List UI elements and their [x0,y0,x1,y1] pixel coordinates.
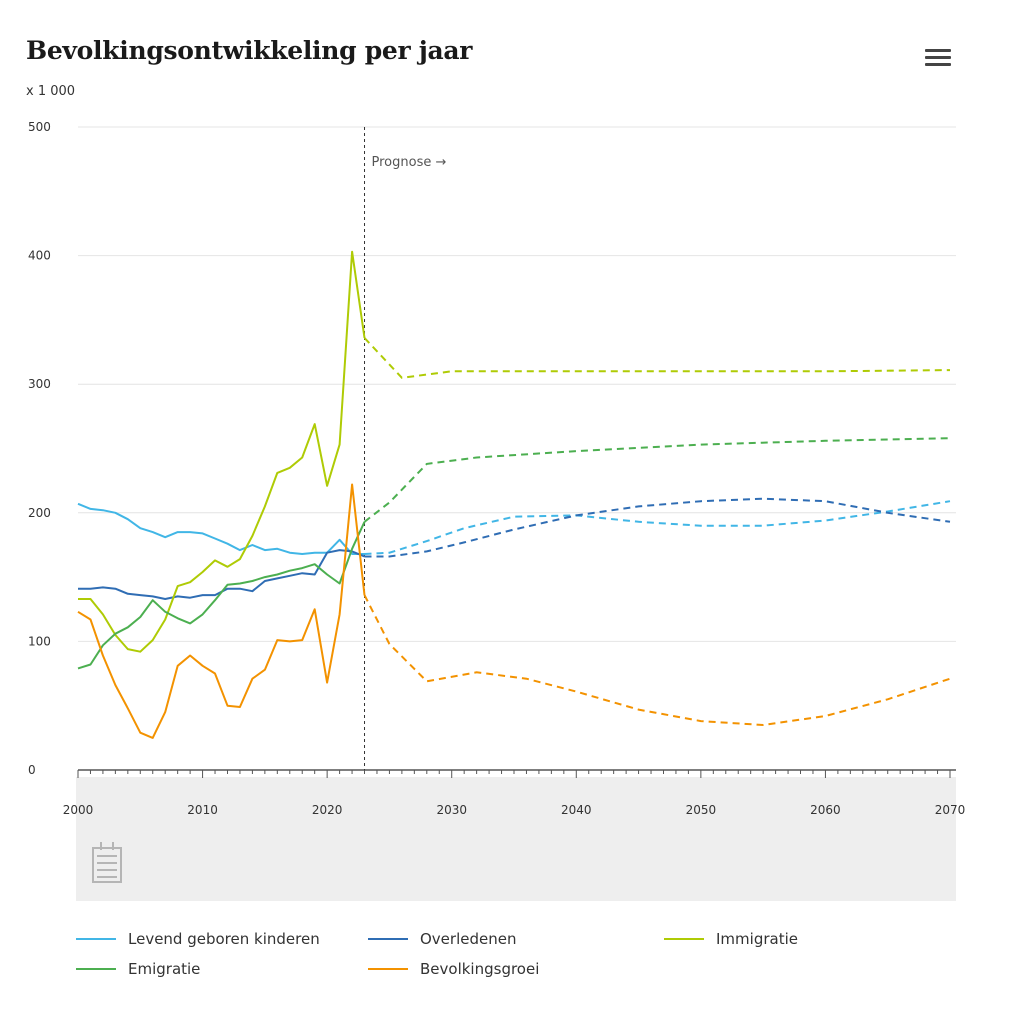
y-tick-label: 200 [28,506,51,520]
series-forecast-line-immigratie [363,337,951,379]
x-tick-label: 2010 [187,803,218,817]
navigator-icon-frame [92,847,122,883]
series-forecast-line-overledenen [364,497,951,558]
x-tick-label: 2070 [935,803,966,817]
navigator-band [76,777,956,901]
series-line-emigratie [77,521,366,670]
x-tick-label: 2020 [312,803,343,817]
y-tick-label: 100 [28,634,51,648]
calendar-navigator-icon [92,842,122,883]
x-tick-label: 2050 [686,803,717,817]
menu-bar [925,56,951,59]
legend-label: Overledenen [420,930,517,948]
legend-label: Immigratie [716,930,798,948]
y-tick-label: 300 [28,377,51,391]
legend-item[interactable]: Emigratie [76,960,200,978]
series-forecast-line-bevolkingsgroei [363,594,951,727]
y-axis-unit-label: x 1 000 [26,84,76,99]
legend-swatch [76,938,116,940]
menu-bar [925,63,951,66]
chart-title: Bevolkingsontwikkeling per jaar [26,36,473,65]
legend-item[interactable]: Overledenen [368,930,516,948]
legend-label: Levend geboren kinderen [128,930,320,948]
legend-label: Bevolkingsgroei [420,960,540,978]
x-tick-label: 2030 [436,803,467,817]
series-line-levend-geboren-kinderen [77,502,365,555]
x-tick-label: 2060 [810,803,841,817]
x-tick-label: 2000 [63,803,94,817]
legend-swatch [368,938,408,940]
x-tick-label: 2040 [561,803,592,817]
hamburger-menu-icon[interactable] [922,46,954,72]
legend-label: Emigratie [128,960,201,978]
series-line-immigratie [78,250,366,653]
prognose-annotation: Prognose → [372,155,447,170]
y-tick-label: 400 [28,249,51,263]
legend-item[interactable]: Bevolkingsgroei [368,960,539,978]
legend-item[interactable]: Levend geboren kinderen [76,930,320,948]
legend-swatch [664,938,704,940]
legend-swatch [76,968,116,970]
series-line-bevolkingsgroei [77,483,366,739]
y-tick-label: 500 [28,120,51,134]
menu-bar [925,49,951,52]
legend-swatch [368,968,408,970]
series-forecast-line-emigratie [363,437,951,523]
y-tick-label: 0 [28,763,36,777]
legend-item[interactable]: Immigratie [664,930,798,948]
